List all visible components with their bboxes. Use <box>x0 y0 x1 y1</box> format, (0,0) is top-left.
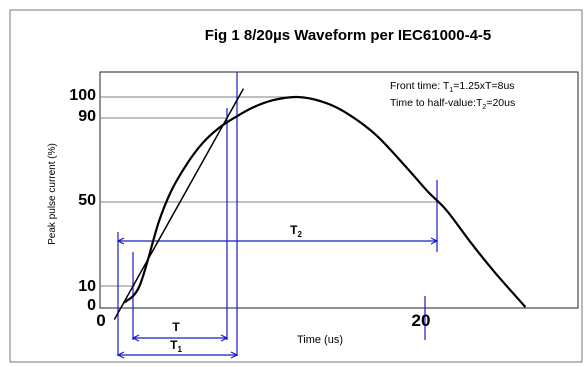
t1-arrow-head-left <box>116 351 125 359</box>
t1-arrow-head-right <box>230 351 239 359</box>
t2-arrow-head-right <box>430 237 439 245</box>
x-tick-0: 0 <box>96 311 105 330</box>
t2-arrow-head-left <box>116 237 125 245</box>
y-tick-labels: 0 10 50 90 100 <box>69 87 96 314</box>
t-arrow-head-left <box>131 334 140 342</box>
front-time-line <box>113 88 245 320</box>
x-tick-20: 20 <box>412 311 431 330</box>
x-tick-labels: 0 20 <box>96 311 430 330</box>
y-tick-10: 10 <box>78 278 96 295</box>
y-tick-100: 100 <box>69 87 96 104</box>
x-axis-label: Time (us) <box>297 334 343 346</box>
front-time-annotation: Front time: T1=1.25xT=8us <box>390 80 515 94</box>
t-arrow-head-right <box>220 334 229 342</box>
half-time-annotation: Time to half-value:T2=20us <box>390 97 515 111</box>
chart-title: Fig 1 8/20µs Waveform per IEC61000-4-5 <box>205 27 492 44</box>
plot-area <box>99 71 579 309</box>
t-marker-label: T <box>172 320 180 334</box>
t1-marker-label: T1 <box>170 338 182 354</box>
y-axis-label: Peak pulse current (%) <box>47 143 58 245</box>
y-tick-90: 90 <box>78 108 96 125</box>
y-tick-50: 50 <box>78 192 96 209</box>
waveform-curve <box>122 95 527 308</box>
figure-frame <box>9 9 583 363</box>
t2-marker-label: T2 <box>290 223 302 239</box>
y-tick-0: 0 <box>87 297 96 314</box>
